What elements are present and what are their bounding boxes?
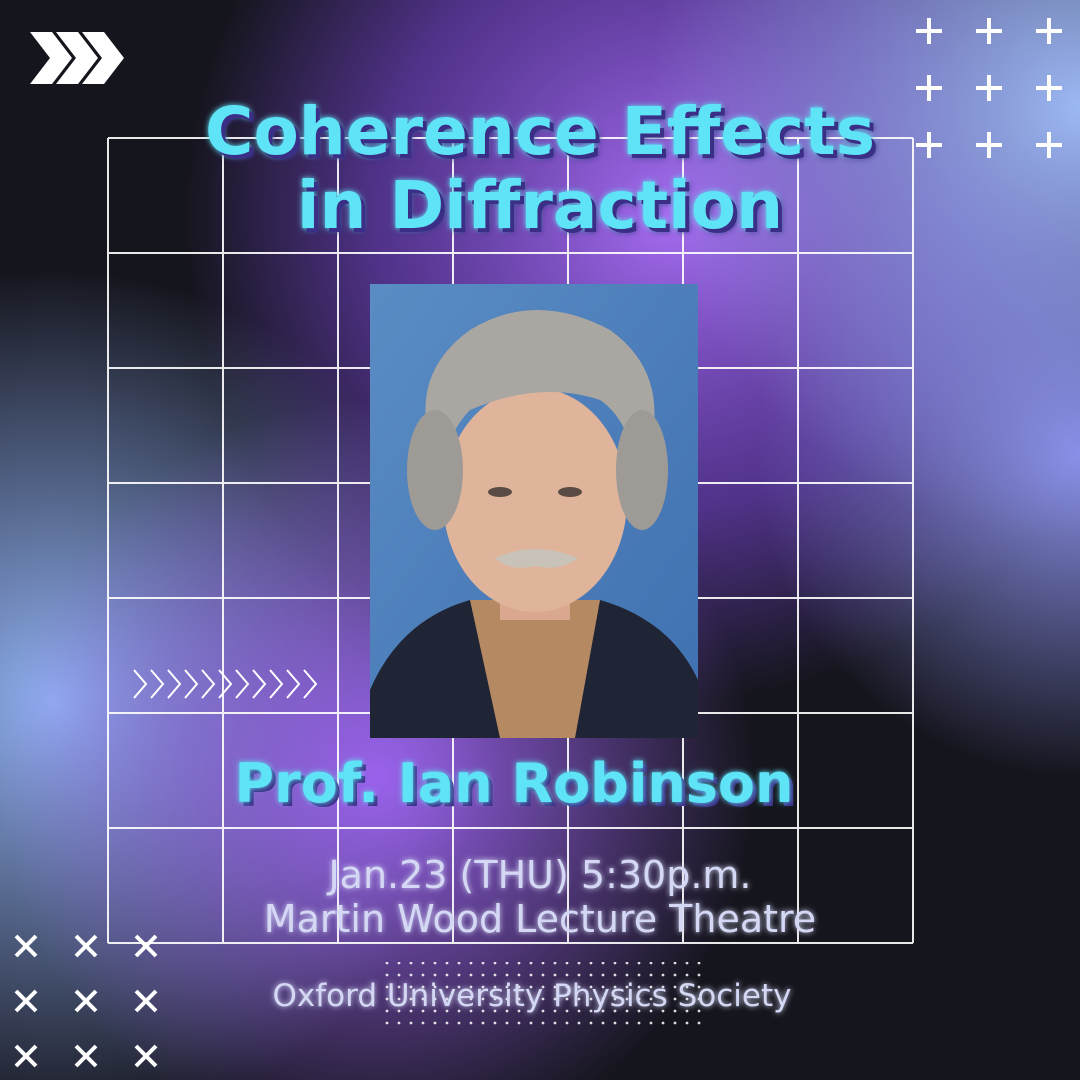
cross <box>14 989 38 1013</box>
cross <box>134 1044 158 1068</box>
speaker-shadow: Prof. Ian Robinson <box>239 756 798 819</box>
plus <box>916 18 942 44</box>
chevron <box>218 669 233 699</box>
dot-pattern <box>380 962 702 1032</box>
chevron <box>184 669 199 699</box>
organizer: Oxford University Physics Society <box>273 978 792 1014</box>
chevron <box>252 669 267 699</box>
cross <box>14 934 38 958</box>
small-chevrons <box>133 669 318 699</box>
title-line: Coherence Effects <box>205 93 875 170</box>
chevron <box>167 669 182 699</box>
chevron <box>133 669 148 699</box>
cross <box>134 989 158 1013</box>
chevron <box>269 669 284 699</box>
plus <box>976 132 1002 158</box>
title-shadow: in Diffraction <box>301 171 787 248</box>
event-date: Jan.23 (THU) 5:30p.m. <box>326 853 751 897</box>
plus <box>916 132 942 158</box>
chevrons <box>30 32 124 84</box>
plus <box>1036 75 1062 101</box>
title-shadow: Coherence Effects <box>209 97 879 174</box>
plus <box>916 75 942 101</box>
cross <box>74 934 98 958</box>
cross <box>74 1044 98 1068</box>
cross <box>134 934 158 958</box>
plus <box>1036 132 1062 158</box>
chevron <box>201 669 216 699</box>
title-line: in Diffraction <box>297 167 783 244</box>
chevron <box>286 669 301 699</box>
portrait <box>370 284 698 738</box>
chevron <box>235 669 250 699</box>
speaker: Prof. Ian Robinson <box>235 752 794 815</box>
plus-pattern <box>916 18 1062 158</box>
plus <box>976 75 1002 101</box>
plus <box>1036 18 1062 44</box>
cross-pattern <box>14 934 158 1068</box>
plus <box>976 18 1002 44</box>
cross <box>74 989 98 1013</box>
title-group: Coherence Effects Coherence Effects in D… <box>205 93 879 248</box>
cross <box>14 1044 38 1068</box>
chevron <box>150 669 165 699</box>
event-venue: Martin Wood Lecture Theatre <box>264 897 816 941</box>
chevron <box>303 669 318 699</box>
